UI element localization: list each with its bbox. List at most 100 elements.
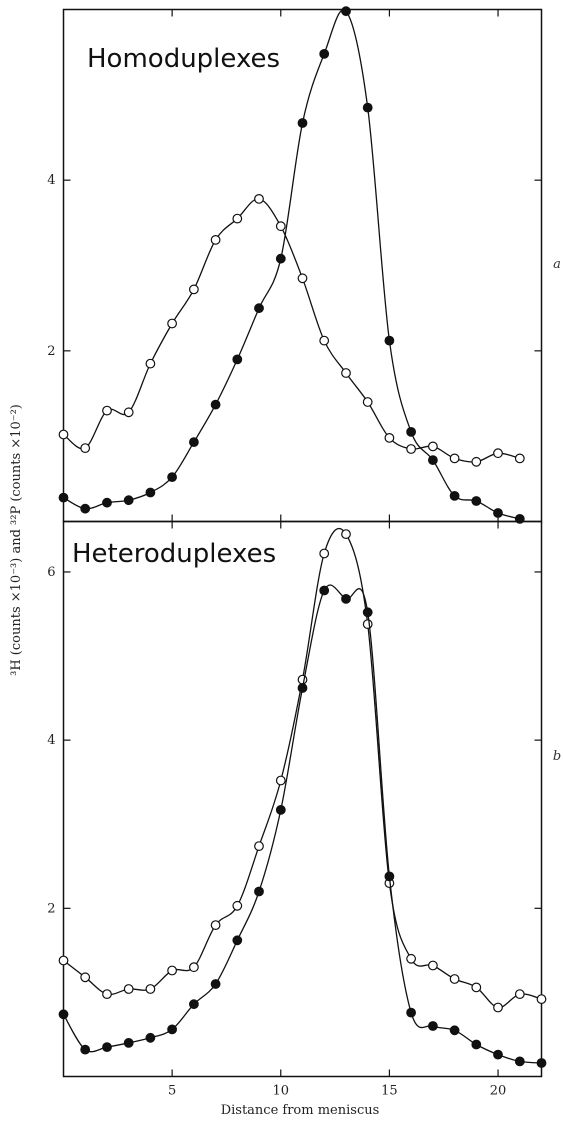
panel-a-filled-point-6	[188, 437, 199, 448]
panel-a-open-point-7	[210, 234, 221, 245]
panel-b-open-point-13	[341, 529, 351, 539]
panel-a-series-filled-line	[63, 9, 520, 520]
panel-a-filled-point-10	[275, 253, 286, 264]
panel-b-open-point-16	[406, 953, 417, 964]
panel-b-title: Heteroduplexes	[72, 539, 276, 569]
panel-b-open-point-10	[275, 775, 286, 786]
panel-b-y-tick-label-4: 4	[47, 733, 55, 748]
panel-b-filled-point-4	[145, 1032, 156, 1043]
panel-b-open-point-11	[297, 674, 308, 685]
panel-b-filled-point-9	[254, 886, 264, 897]
panel-a-filled-point-20	[493, 508, 503, 518]
panel-a-series-open-line	[63, 198, 520, 463]
panel-b-filled-point-11	[297, 683, 308, 693]
panel-a-open-point-16	[406, 444, 417, 454]
panel-b-filled-point-2	[102, 1042, 112, 1052]
panel-a-filled-point-17	[428, 455, 438, 466]
panel-b-open-point-5	[167, 965, 178, 976]
panel-a-filled-point-4	[145, 487, 156, 498]
panel-b-open-point-3	[123, 984, 134, 994]
panel-a-filled-point-1	[80, 503, 91, 514]
panel-a-filled-point-16	[406, 427, 417, 437]
panel-b-filled-point-8	[232, 935, 243, 946]
panel-a-filled-point-14	[362, 102, 373, 113]
panel-b-open-point-14	[362, 619, 373, 629]
panel-b-frame	[62, 520, 543, 1078]
panel-b-open-point-9	[254, 841, 264, 851]
panel-b-open-point-7	[210, 920, 221, 930]
panel-a-title: Homoduplexes	[87, 44, 280, 74]
panel-a-open-point-9	[254, 193, 264, 204]
x-tick-label-20: 20	[490, 1084, 507, 1099]
panel-b-filled-point-14	[362, 607, 373, 618]
panel-a-filled-point-11	[297, 118, 308, 128]
panel-a-open-point-4	[145, 358, 156, 369]
panel-b-filled-point-20	[493, 1049, 503, 1060]
panel-a-open-point-2	[102, 405, 112, 416]
panel-a-open-point-1	[80, 443, 91, 454]
panel-b-filled-point-6	[188, 999, 199, 1010]
panel-b-open-point-18	[449, 974, 460, 984]
panel-b-filled-point-3	[123, 1037, 134, 1048]
panel-b-series-open-line	[63, 527, 542, 1009]
panel-b-letter: b	[553, 749, 561, 764]
x-tick-label-5: 5	[168, 1084, 176, 1099]
panel-b-filled-point-15	[384, 871, 395, 882]
panel-a-open-point-12	[319, 335, 330, 346]
panel-a-open-point-20	[493, 448, 503, 459]
panel-a-filled-point-19	[471, 496, 482, 506]
panel-a-filled-point-12	[319, 49, 330, 59]
panel-a-open-point-0	[58, 429, 69, 440]
panel-a-open-point-6	[188, 284, 199, 295]
panel-a-filled-point-9	[254, 303, 264, 314]
panel-b-open-point-4	[145, 984, 156, 994]
panel-a-open-point-11	[297, 273, 308, 284]
panel-b-y-tick-label-2: 2	[47, 901, 55, 916]
panel-a-y-tick-label-2: 2	[47, 344, 55, 359]
panel-b-filled-point-1	[80, 1044, 91, 1055]
panel-b-open-point-0	[58, 955, 69, 966]
panel-a-filled-point-21	[514, 514, 525, 524]
panel-a-filled-point-2	[102, 497, 112, 508]
panel-a-filled-point-0	[58, 492, 69, 503]
panel-b-y-tick-label-6: 6	[47, 565, 55, 580]
panel-b-filled-point-0	[58, 1009, 69, 1020]
panel-a-open-point-14	[362, 397, 373, 407]
panel-b-filled-point-18	[449, 1025, 460, 1036]
panel-b-open-point-21	[514, 989, 525, 999]
panel-a-letter: a	[553, 257, 561, 272]
panel-b-filled-point-13	[341, 594, 351, 604]
panel-b-open-point-6	[188, 962, 199, 973]
panel-b-open-point-20	[493, 1002, 503, 1013]
panel-b-filled-point-21	[514, 1056, 525, 1067]
x-tick-label-10: 10	[272, 1084, 289, 1099]
panel-a-y-tick-label-4: 4	[47, 173, 55, 188]
panel-a-open-point-13	[341, 368, 351, 378]
panel-a-filled-point-18	[449, 491, 460, 501]
panel-b-filled-point-22	[536, 1058, 547, 1068]
panel-a-filled-point-15	[384, 335, 395, 346]
x-tick-label-15: 15	[381, 1084, 398, 1099]
panel-b-open-point-8	[232, 900, 243, 911]
panel-b-filled-point-19	[471, 1039, 482, 1050]
panel-a-frame	[62, 8, 543, 523]
panel-a-open-point-19	[471, 456, 482, 467]
panel-b-filled-point-16	[406, 1007, 417, 1018]
panel-b-series-filled-line	[62, 584, 542, 1064]
panel-a-filled-point-5	[167, 472, 178, 483]
panel-b-open-point-2	[102, 989, 112, 999]
panel-a-open-point-10	[275, 221, 286, 232]
panel-b-open-point-17	[428, 960, 438, 971]
panel-a-filled-point-7	[210, 399, 221, 410]
panel-b-open-point-12	[319, 548, 330, 559]
panel-b-filled-point-5	[167, 1024, 178, 1035]
panel-a-open-point-15	[384, 433, 395, 443]
panel-a-open-point-3	[123, 407, 134, 418]
panel-a-open-point-18	[449, 453, 460, 464]
panel-b-filled-point-12	[319, 585, 330, 596]
panel-a-filled-point-8	[232, 354, 243, 365]
panel-b-filled-point-10	[275, 805, 286, 815]
panel-b-open-point-19	[471, 982, 482, 993]
x-axis-title: Distance from meniscus	[221, 1103, 380, 1118]
